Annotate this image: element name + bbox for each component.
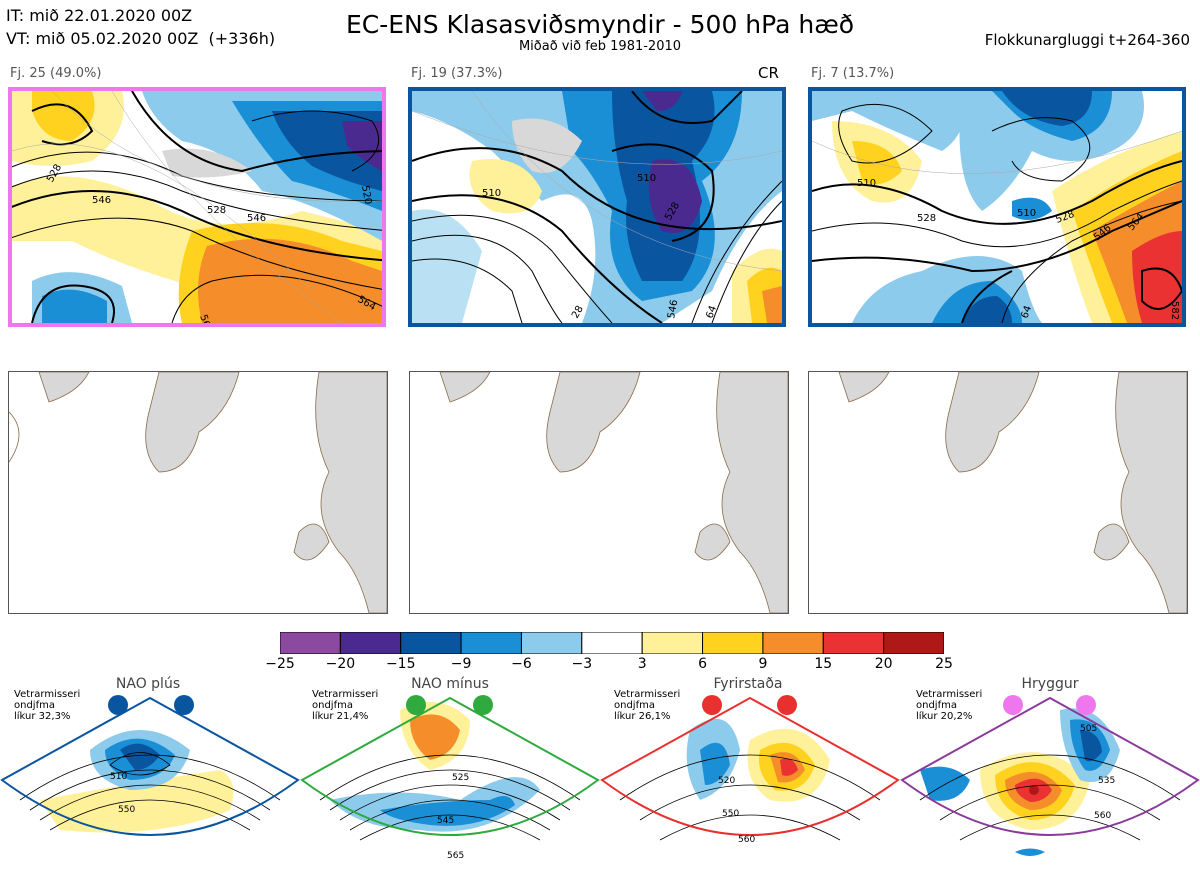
regime-info-nao-plus: Vetrarmisseri ondjfma líkur 32,3% xyxy=(14,689,81,722)
regime-title-nao-minus: NAO mínus xyxy=(411,676,489,692)
cluster-map-2-svg: 510 510 528 546 64 28 xyxy=(412,91,782,323)
regime-map-outline xyxy=(900,696,1200,836)
cluster-3-label: Fj. 7 (13.7%) xyxy=(811,66,895,81)
colorbar-cell xyxy=(520,632,583,654)
header-dates: IT: mið 22.01.2020 00Z VT: mið 05.02.202… xyxy=(6,4,275,50)
regime-info-nao-minus: Vetrarmisseri ondjfma líkur 21,4% xyxy=(312,689,379,722)
cluster-2-label: Fj. 19 (37.3%) xyxy=(411,66,503,81)
colorbar-tick-label: −20 xyxy=(325,656,356,672)
regime-title-hryggur: Hryggur xyxy=(1021,676,1079,692)
regime-map-outline xyxy=(300,696,600,836)
cluster-map-2: 510 510 528 546 64 28 xyxy=(408,87,786,327)
regime-maps: 510 550 525 545 565 520 550 560 xyxy=(0,695,1200,861)
contour-label: 535 xyxy=(1098,776,1115,786)
contour-label: 510 xyxy=(637,173,656,184)
regime-map-nao-plus: 510 550 xyxy=(0,696,300,836)
cluster-map-1: 528 546 520 528 546 564 56 xyxy=(8,87,386,327)
regime-dot xyxy=(777,695,797,715)
blank-map-2-svg xyxy=(439,372,788,613)
page-subtitle: Miðað við feb 1981-2010 xyxy=(518,39,682,54)
cluster-map-1-svg: 528 546 520 528 546 564 56 xyxy=(12,91,382,323)
it-line: IT: mið 22.01.2020 00Z xyxy=(6,6,193,25)
blank-map-3-svg xyxy=(838,372,1187,613)
contour-label: 510 xyxy=(857,178,876,189)
contour-label: 565 xyxy=(447,851,464,861)
regime-map-fyrirstada: 520 550 560 xyxy=(600,696,900,845)
contour-label: 64 xyxy=(1019,304,1034,320)
vt-line: VT: mið 05.02.2020 00Z (+336h) xyxy=(6,29,276,48)
contour-label: 546 xyxy=(247,213,266,224)
contour-label: 528 xyxy=(917,213,936,224)
regime-map-outline xyxy=(600,696,900,836)
colorbar-tick-label: −9 xyxy=(450,656,472,672)
contour-label: 528 xyxy=(207,205,226,216)
colorbar-cell xyxy=(460,632,522,654)
colorbar-tick-label: −3 xyxy=(571,656,593,672)
regime-title-nao-plus: NAO plús xyxy=(115,676,181,692)
blank-map-3 xyxy=(808,371,1188,614)
colorbar-cell xyxy=(822,632,885,654)
regime-dot xyxy=(108,695,128,715)
regime-map-outline xyxy=(0,696,300,836)
contour-label: 525 xyxy=(452,773,469,783)
regime-dot xyxy=(702,695,722,715)
blank-map-2 xyxy=(409,371,789,614)
regime-title-fyrirstada: Fyrirstaða xyxy=(713,676,783,692)
contour-label: 520 xyxy=(359,185,373,206)
contour-label: 546 xyxy=(666,299,680,320)
colorbar-cell xyxy=(883,632,944,654)
colorbar-tick-label: 3 xyxy=(637,656,647,672)
contour-label: 545 xyxy=(437,816,454,826)
contour-label: 520 xyxy=(718,776,735,786)
regime-dots xyxy=(108,695,1096,715)
regime-info-fyrirstada: Vetrarmisseri ondjfma líkur 26,1% xyxy=(614,689,681,722)
contour-label: 505 xyxy=(1080,724,1097,734)
colorbar-cell xyxy=(339,632,402,654)
colorbar-cell xyxy=(581,632,643,654)
colorbar xyxy=(280,632,944,654)
regime-info-hryggur: Vetrarmisseri ondjfma líkur 20,2% xyxy=(916,689,983,722)
contour-label: 550 xyxy=(118,805,135,815)
contour-label: 546 xyxy=(92,195,111,206)
colorbar-cells xyxy=(280,632,944,654)
colorbar-tick-label: 6 xyxy=(698,656,707,672)
contour-label: 510 xyxy=(1017,208,1036,219)
colorbar-cell xyxy=(400,632,462,654)
colorbar-cell xyxy=(762,632,824,654)
colorbar-tick-label: −6 xyxy=(511,656,532,672)
contour-label: 56 xyxy=(197,313,212,323)
colorbar-tick-label: −15 xyxy=(385,656,416,672)
contour-label: 64 xyxy=(704,304,719,320)
page-title: EC-ENS Klasasviðsmyndir - 500 hPa hæð xyxy=(345,10,855,39)
regime-map-nao-minus: 525 545 565 xyxy=(300,696,600,861)
contour-label: 510 xyxy=(482,188,501,199)
cluster-map-3-svg: 510 528 510 528 546 564 582 64 xyxy=(812,91,1182,323)
regime-dot xyxy=(406,695,426,715)
colorbar-cell xyxy=(280,632,341,654)
contour-label: 510 xyxy=(110,772,127,782)
regime-dot xyxy=(1003,695,1023,715)
contour-label: 550 xyxy=(722,809,739,819)
colorbar-tick-label: 20 xyxy=(874,656,893,672)
blank-map-1-svg xyxy=(9,372,387,613)
contour-label: 560 xyxy=(1094,811,1111,821)
regime-dot xyxy=(473,695,493,715)
colorbar-cell xyxy=(641,632,704,654)
cluster-map-3: 510 528 510 528 546 564 582 64 xyxy=(808,87,1186,327)
classification-window: Flokkunargluggi t+264-360 xyxy=(984,31,1190,49)
contour-label: 560 xyxy=(738,835,755,845)
cluster-2-tag: CR xyxy=(758,64,779,82)
regime-dot xyxy=(1076,695,1096,715)
colorbar-tick-label: 15 xyxy=(814,656,833,672)
regime-dot xyxy=(174,695,194,715)
colorbar-tick-label: 9 xyxy=(758,656,768,672)
colorbar-tick-label: −25 xyxy=(265,656,295,672)
cluster-1-label: Fj. 25 (49.0%) xyxy=(10,66,102,81)
blank-map-1 xyxy=(8,371,388,614)
regime-map-hryggur: 505 535 560 xyxy=(900,696,1200,856)
contour-label: 582 xyxy=(1169,301,1180,320)
colorbar-tick-label: 25 xyxy=(935,656,953,672)
colorbar-cell xyxy=(702,632,764,654)
